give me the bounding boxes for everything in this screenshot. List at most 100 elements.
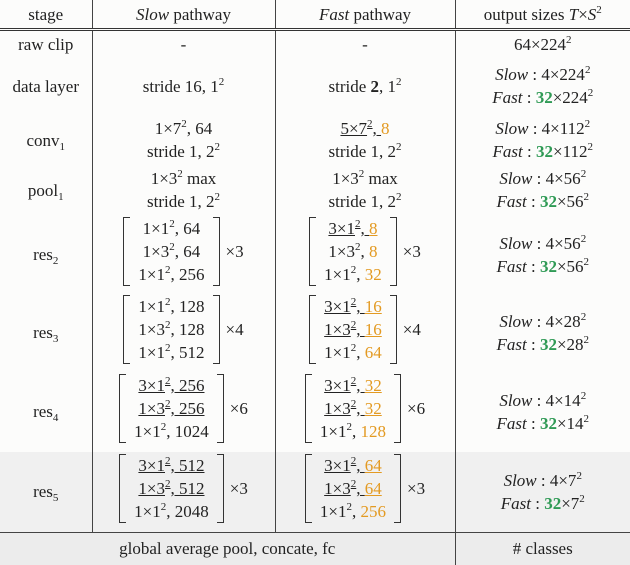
bracket-content: 1×12, 64 1×32, 64 1×12, 256 [138, 217, 204, 286]
cell-line: Slow : 4×562 [456, 232, 630, 255]
text-run: max [364, 169, 398, 189]
text-run: , [356, 376, 365, 396]
text-run: ×56 [556, 192, 584, 212]
text-run: 2 [396, 141, 402, 154]
text-run: 3×1 [324, 376, 351, 396]
bracket-content: 3×12, 32 1×32, 32 1×12, 128 [320, 374, 386, 443]
text-run: 5 [52, 492, 59, 505]
text-run: 2 [583, 412, 590, 425]
cell-line: 1×32, 64 [320, 477, 386, 500]
text-run: Fast [496, 192, 527, 212]
text-run: 2 [580, 310, 587, 323]
text-run: 2 [52, 255, 59, 268]
slow-cell: stride 16, 12 [91, 57, 275, 116]
text-run: , 256 [170, 399, 205, 419]
bracket-content: 3×12, 64 1×32, 64 1×12, 256 [320, 454, 386, 523]
repeat-count: ×4 [225, 320, 244, 340]
fast-cell: 5×72, 8 stride 1, 22 [274, 115, 455, 166]
repeat-count: ×3 [402, 242, 421, 262]
text-run: 2 [169, 218, 175, 231]
text-run: 1×1 [324, 265, 351, 285]
text-run: 2 [160, 421, 167, 434]
cell-line: stride 1, 22 [276, 140, 455, 163]
text-run: ×224 [552, 88, 588, 108]
stage-cell: res5 [0, 452, 92, 532]
fast-cell: 3×12, 64 1×32, 64 1×12, 256 ×3 [274, 451, 455, 533]
cell-line: 1×32, 64 [138, 240, 204, 263]
text-run: 1×3 [142, 242, 170, 262]
slow-cell: 3×12, 512 1×32, 512 1×12, 2048 ×3 [91, 451, 275, 533]
text-run: 32 [535, 88, 553, 108]
text-run: Fast [496, 413, 527, 433]
text-run: , 512 [170, 479, 205, 499]
text-run: 64 [364, 456, 382, 476]
text-run: , [356, 297, 365, 317]
text-run: , [352, 502, 361, 522]
text-run: Fast [492, 142, 523, 162]
output-cell: Slow : 4×562 Fast : 32×562 [454, 215, 630, 295]
text-run: , 256 [170, 376, 205, 396]
text-run: 2 [576, 469, 582, 482]
cell-line: 1×32, 512 [134, 477, 209, 500]
repeat-count: ×3 [407, 479, 426, 499]
cell-line: stride 1, 22 [276, 190, 455, 213]
cell-line: stride 1, 22 [93, 140, 275, 163]
text-run: 2 [350, 478, 357, 491]
text-run: , [356, 343, 365, 363]
text-run: 2 [160, 501, 167, 514]
text-run: 2 [580, 389, 587, 402]
text-run: - [362, 34, 368, 54]
text-run: 1×1 [134, 502, 161, 522]
cell-line: 3×12, 32 [320, 374, 386, 397]
layer-row: res3 1×12, 128 1×32, 128 1×12, 512 ×4 3×12, 1… [0, 294, 630, 372]
cell-line: 1×32, 8 [324, 240, 382, 263]
text-run: 2 [346, 421, 353, 434]
text-run: , 1 [379, 76, 397, 96]
text-run: 1×3 [324, 399, 351, 419]
text-run: 2 [169, 241, 175, 254]
cell-line: res2 [0, 243, 92, 268]
fast-cell: 1×32 max stride 1, 22 [274, 165, 455, 216]
cell-line: Slow : 4×2242 [456, 63, 630, 86]
text-run: , 64 [174, 219, 201, 239]
text-run: 2 [350, 375, 357, 388]
text-run: 2 [355, 241, 361, 254]
text-run: , 128 [170, 320, 205, 340]
text-run: 2 [165, 342, 171, 355]
text-run: 2 [165, 455, 171, 468]
cell-line: Fast : 32×562 [456, 190, 630, 213]
cell-line: conv1 [0, 129, 92, 153]
left-bracket [309, 217, 317, 287]
text-run: 2 [580, 168, 587, 181]
repeat-count: ×6 [407, 399, 426, 419]
text-run: 2 [350, 398, 357, 411]
text-run: , [356, 320, 365, 340]
text-run: 32 [539, 192, 557, 212]
text-run: res [33, 323, 53, 343]
cell-line: 1×12, 64 [324, 341, 382, 364]
text-run: Slow [495, 119, 529, 139]
text-run: : [522, 142, 536, 162]
text-run: : [526, 334, 540, 354]
footer-text: # classes [454, 531, 630, 565]
bracket-block: 3×12, 512 1×32, 512 1×12, 2048 ×3 [119, 454, 248, 524]
text-run: 2 [165, 375, 171, 388]
stage-cell: res3 [0, 294, 92, 371]
text-run: , [372, 119, 382, 139]
left-bracket [123, 295, 131, 365]
text-run: 64 [364, 343, 382, 363]
right-bracket [212, 217, 220, 287]
repeat-count: ×3 [225, 242, 244, 262]
text-run: , 64 [174, 242, 201, 262]
cell-line: 3×12, 64 [320, 454, 386, 477]
cell-line: Fast : 32×282 [456, 333, 630, 356]
cell-line: Slow : 4×282 [456, 310, 630, 333]
cell-line: res5 [0, 480, 92, 505]
right-bracket [216, 454, 224, 524]
text-run: , 1024 [166, 422, 209, 442]
bracket-block: 3×12, 16 1×32, 16 1×12, 64 ×4 [309, 295, 421, 365]
text-run: 1×3 [332, 169, 359, 189]
right-bracket [389, 295, 397, 365]
text-run: 3 [52, 333, 59, 346]
